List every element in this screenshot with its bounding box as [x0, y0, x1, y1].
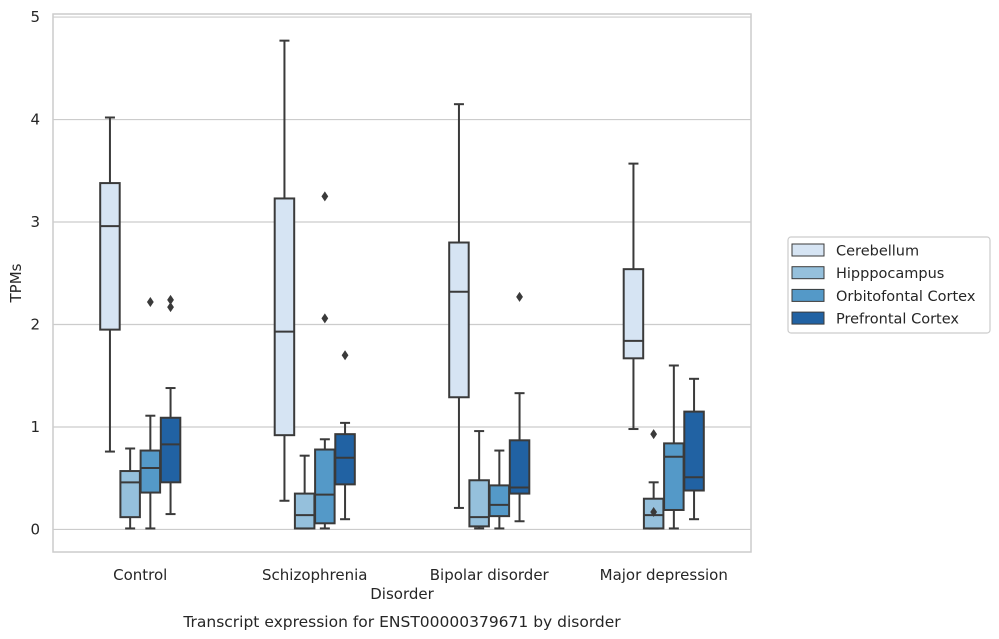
box	[314, 191, 336, 530]
y-tick-label: 0	[30, 520, 40, 538]
box-body	[683, 410, 705, 492]
box-body	[314, 448, 336, 525]
box	[334, 350, 356, 521]
box	[508, 291, 531, 523]
box-body	[468, 479, 490, 528]
outlier-point	[321, 313, 329, 324]
box	[448, 103, 470, 509]
box-body	[273, 197, 296, 437]
outlier-point	[650, 507, 658, 518]
box-body	[488, 484, 511, 518]
legend-frame	[787, 236, 991, 334]
box-body	[622, 268, 645, 360]
y-tick-label: 5	[30, 8, 40, 26]
box-body	[159, 416, 182, 484]
legend-swatch	[791, 311, 825, 325]
box	[683, 377, 705, 521]
outlier-point	[167, 294, 174, 305]
box-body	[119, 470, 141, 519]
box	[642, 429, 665, 530]
outlier-point	[650, 429, 658, 440]
box	[159, 294, 182, 516]
box	[468, 430, 490, 530]
plot-frame	[52, 13, 752, 553]
y-tick-label: 4	[30, 111, 40, 129]
outlier-point	[146, 296, 154, 307]
legend-label: Cerebellum	[836, 244, 919, 260]
box-body	[448, 241, 470, 399]
chart-caption: Transcript expression for ENST0000037967…	[182, 613, 621, 631]
box	[119, 447, 141, 530]
x-tick-label: Schizophrenia	[262, 566, 367, 584]
legend-label: Hipppocampus	[836, 266, 944, 282]
x-axis-title: Disorder	[370, 585, 434, 603]
outlier-point	[516, 291, 523, 302]
box	[488, 449, 511, 530]
y-tick-labels: 0 1 2 3 4 5	[30, 8, 40, 538]
box	[139, 296, 162, 530]
box-body	[663, 442, 685, 511]
y-tick-label: 2	[30, 316, 40, 334]
legend: Cerebellum Hipppocampus Orbitofontal Corte…	[787, 236, 991, 334]
y-tick-label: 1	[30, 418, 40, 436]
plot-boxes	[99, 39, 705, 530]
legend-label: Prefrontal Cortex	[836, 312, 959, 328]
box	[99, 116, 121, 453]
box-body	[293, 492, 316, 530]
legend-label: Orbitofontal Cortex	[836, 289, 976, 305]
box-body	[139, 449, 162, 494]
outlier-point	[341, 350, 349, 361]
x-tick-label: Bipolar disorder	[430, 566, 550, 584]
y-tick-label: 3	[30, 213, 40, 231]
x-tick-labels: Control Schizophrenia Bipolar disorder Majo…	[113, 566, 728, 584]
x-tick-label: Major depression	[600, 566, 728, 584]
box-body	[99, 182, 121, 331]
box-body	[508, 439, 531, 495]
y-axis-title: TPMs	[7, 263, 25, 303]
outlier-point	[321, 191, 329, 202]
legend-swatch	[791, 266, 825, 280]
box	[622, 162, 645, 431]
box-body	[334, 433, 356, 486]
outlier-point	[167, 302, 174, 313]
box	[273, 39, 296, 502]
box	[663, 364, 685, 530]
box	[293, 454, 316, 530]
legend-swatch	[791, 288, 825, 302]
legend-swatch	[791, 243, 825, 257]
x-tick-label: Control	[113, 566, 167, 584]
